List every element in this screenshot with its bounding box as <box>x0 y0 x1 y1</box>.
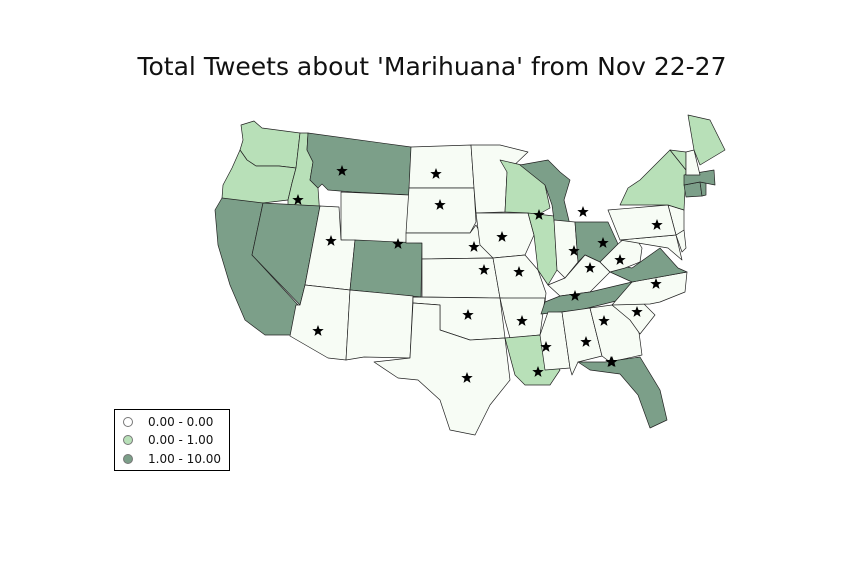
legend-label: 0.00 - 1.00 <box>148 433 214 447</box>
state-va <box>599 247 688 283</box>
stars-layer <box>292 165 663 383</box>
map-title: Total Tweets about 'Marihuana' from Nov … <box>137 52 727 81</box>
star-marker-icon <box>478 264 490 275</box>
state-nh <box>685 149 701 176</box>
star-marker-icon <box>468 241 480 252</box>
star-marker-icon <box>513 266 525 277</box>
legend-swatch-circle-icon <box>123 417 133 427</box>
star-marker-icon <box>462 309 474 320</box>
star-marker-icon <box>597 237 609 248</box>
star-marker-icon <box>568 245 580 256</box>
state-ny <box>619 149 687 211</box>
legend-item-2: 1.00 - 10.00 <box>123 450 221 468</box>
state-nm <box>345 289 414 361</box>
star-marker-icon <box>631 306 643 317</box>
star-marker-icon <box>569 290 581 301</box>
legend-swatch-circle-icon <box>123 454 133 464</box>
state-mi <box>519 159 571 229</box>
legend-label: 1.00 - 10.00 <box>148 452 222 466</box>
legend-label: 0.00 - 0.00 <box>148 415 214 429</box>
star-marker-icon <box>336 165 348 176</box>
star-marker-icon <box>577 206 589 217</box>
star-marker-icon <box>532 366 544 377</box>
star-marker-icon <box>434 199 446 210</box>
state-pa <box>607 204 677 241</box>
star-marker-icon <box>540 341 552 352</box>
state-sd <box>405 187 477 234</box>
state-mt <box>306 132 412 196</box>
star-marker-icon <box>651 219 663 230</box>
state-me <box>687 114 726 166</box>
star-marker-icon <box>516 315 528 326</box>
state-wy <box>340 191 410 244</box>
star-marker-icon <box>533 209 545 220</box>
state-ks <box>421 257 501 299</box>
states-layer <box>214 114 726 436</box>
state-tx <box>373 302 511 436</box>
star-marker-icon <box>584 262 596 273</box>
star-marker-icon <box>650 278 662 289</box>
legend-item-0: 0.00 - 0.00 <box>123 413 213 431</box>
state-co <box>349 239 423 298</box>
legend-item-1: 0.00 - 1.00 <box>123 431 213 449</box>
star-marker-icon <box>461 372 473 383</box>
star-marker-icon <box>312 325 324 336</box>
star-marker-icon <box>580 336 592 347</box>
star-marker-icon <box>614 254 626 265</box>
star-marker-icon <box>598 315 610 326</box>
star-marker-icon <box>430 168 442 179</box>
star-marker-icon <box>292 194 304 205</box>
star-marker-icon <box>325 235 337 246</box>
state-nd <box>408 144 475 189</box>
legend: 0.00 - 0.00 0.00 - 1.00 1.00 - 10.00 <box>114 409 230 471</box>
star-marker-icon <box>606 356 618 367</box>
legend-swatch-circle-icon <box>123 435 133 445</box>
star-marker-icon <box>392 238 404 249</box>
star-marker-icon <box>496 231 508 242</box>
state-fl <box>577 356 668 429</box>
